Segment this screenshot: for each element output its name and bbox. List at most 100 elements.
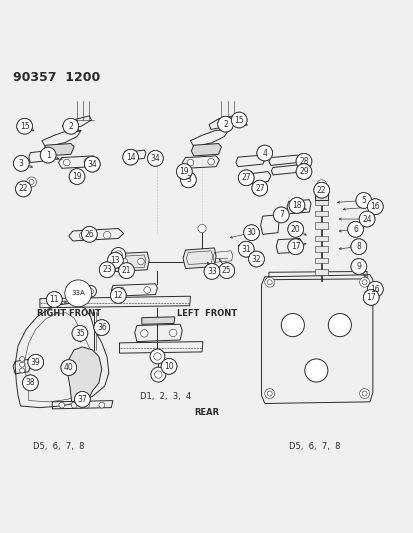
- Circle shape: [144, 287, 150, 293]
- Text: 2: 2: [223, 119, 228, 128]
- Text: RIGHT FRONT: RIGHT FRONT: [37, 309, 100, 318]
- Text: 33A: 33A: [71, 290, 85, 296]
- Circle shape: [217, 116, 233, 132]
- Circle shape: [264, 389, 274, 399]
- Text: 23: 23: [102, 265, 112, 274]
- Text: 14: 14: [126, 152, 135, 161]
- Text: 24: 24: [361, 215, 371, 223]
- Circle shape: [358, 211, 374, 227]
- Text: 39: 39: [31, 358, 40, 367]
- Polygon shape: [67, 347, 102, 402]
- Text: 38: 38: [26, 378, 35, 387]
- Text: 27: 27: [254, 183, 264, 192]
- Circle shape: [84, 158, 90, 165]
- Circle shape: [180, 172, 196, 188]
- Text: 33: 33: [206, 267, 216, 276]
- Circle shape: [288, 198, 304, 213]
- Circle shape: [350, 239, 366, 255]
- Circle shape: [17, 118, 32, 134]
- Circle shape: [355, 192, 371, 208]
- Text: 2: 2: [68, 122, 73, 131]
- Circle shape: [123, 149, 138, 165]
- Circle shape: [295, 154, 311, 169]
- Text: 19: 19: [72, 172, 82, 181]
- Text: 9: 9: [356, 262, 361, 271]
- Text: 34: 34: [150, 154, 160, 163]
- Circle shape: [99, 262, 115, 278]
- Text: 22: 22: [19, 184, 28, 193]
- Text: 17: 17: [290, 242, 300, 251]
- Text: 10: 10: [164, 362, 173, 371]
- Circle shape: [358, 211, 374, 227]
- Circle shape: [114, 251, 122, 259]
- Text: 3: 3: [185, 175, 190, 184]
- Circle shape: [138, 259, 144, 265]
- Text: D5,  6,  7,  8: D5, 6, 7, 8: [288, 442, 339, 451]
- Circle shape: [99, 402, 104, 408]
- Circle shape: [363, 289, 378, 305]
- Circle shape: [63, 118, 78, 134]
- Circle shape: [248, 251, 264, 267]
- Text: 16: 16: [370, 285, 379, 294]
- Text: LEFT  FRONT: LEFT FRONT: [176, 309, 237, 318]
- Circle shape: [176, 164, 192, 180]
- Circle shape: [347, 222, 363, 237]
- Polygon shape: [314, 222, 328, 229]
- Circle shape: [256, 145, 272, 161]
- Circle shape: [347, 222, 363, 237]
- Circle shape: [238, 170, 254, 185]
- Text: 12: 12: [113, 291, 123, 300]
- Circle shape: [81, 227, 97, 242]
- Circle shape: [28, 354, 43, 370]
- Circle shape: [110, 287, 126, 303]
- Circle shape: [69, 169, 85, 184]
- Circle shape: [350, 259, 366, 274]
- Circle shape: [359, 277, 369, 287]
- Circle shape: [154, 371, 161, 378]
- Text: 21: 21: [121, 266, 131, 275]
- Circle shape: [328, 313, 351, 337]
- Circle shape: [231, 112, 247, 128]
- Text: 3: 3: [19, 159, 24, 168]
- Circle shape: [187, 159, 193, 166]
- Circle shape: [318, 182, 323, 187]
- Circle shape: [367, 281, 382, 297]
- Circle shape: [46, 292, 62, 308]
- Circle shape: [84, 156, 100, 172]
- Circle shape: [83, 402, 89, 408]
- Circle shape: [107, 253, 123, 268]
- Circle shape: [16, 181, 31, 197]
- Text: 26: 26: [84, 230, 94, 239]
- Text: 8: 8: [356, 242, 361, 251]
- Circle shape: [153, 353, 161, 360]
- Circle shape: [150, 367, 165, 382]
- Circle shape: [20, 362, 24, 367]
- Circle shape: [22, 375, 38, 391]
- Circle shape: [316, 180, 326, 190]
- Text: 30: 30: [246, 228, 256, 237]
- Circle shape: [288, 198, 304, 213]
- Circle shape: [355, 192, 371, 208]
- Polygon shape: [314, 236, 328, 241]
- Circle shape: [218, 263, 234, 278]
- Circle shape: [313, 182, 329, 198]
- Circle shape: [28, 354, 43, 370]
- Circle shape: [217, 116, 233, 132]
- Circle shape: [243, 225, 259, 240]
- Circle shape: [121, 259, 128, 265]
- Circle shape: [67, 282, 89, 304]
- Circle shape: [161, 359, 176, 374]
- Circle shape: [14, 156, 29, 171]
- Circle shape: [111, 247, 126, 262]
- Circle shape: [140, 329, 147, 337]
- Circle shape: [107, 253, 123, 268]
- Circle shape: [204, 264, 219, 279]
- Text: 7: 7: [278, 211, 283, 220]
- Circle shape: [287, 239, 303, 255]
- Circle shape: [161, 359, 176, 374]
- Circle shape: [359, 389, 369, 399]
- Text: 16: 16: [370, 202, 379, 211]
- Circle shape: [94, 320, 109, 335]
- Circle shape: [361, 391, 366, 396]
- Circle shape: [147, 150, 163, 166]
